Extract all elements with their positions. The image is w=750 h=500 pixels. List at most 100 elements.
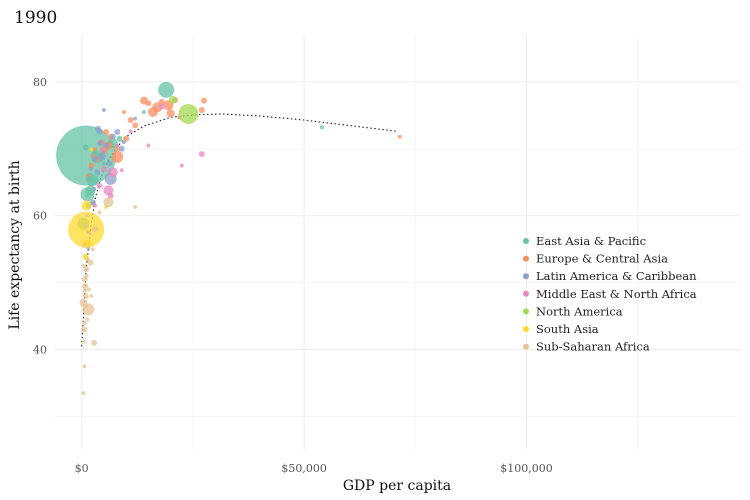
y-axis-ticks: 40 60 80 xyxy=(33,76,47,357)
data-point xyxy=(158,103,165,110)
data-point xyxy=(101,161,106,166)
legend-label: Europe & Central Asia xyxy=(536,252,668,266)
legend: East Asia & Pacific Europe & Central Asia… xyxy=(523,234,697,354)
x-tick-label: $0 xyxy=(75,462,89,475)
data-point xyxy=(85,193,90,198)
data-point xyxy=(100,165,107,172)
data-point xyxy=(106,160,113,167)
data-point xyxy=(82,320,87,325)
y-tick-label: 60 xyxy=(33,210,47,223)
data-point xyxy=(93,146,98,151)
data-point xyxy=(81,391,86,396)
data-point xyxy=(92,186,97,191)
data-point xyxy=(97,140,104,147)
data-point xyxy=(82,364,87,369)
legend-label: East Asia & Pacific xyxy=(536,234,646,248)
data-point xyxy=(132,122,139,129)
legend-swatch xyxy=(523,273,529,280)
data-point xyxy=(111,150,124,163)
data-point xyxy=(94,169,101,176)
data-point xyxy=(146,143,151,148)
data-point xyxy=(141,109,146,114)
legend-swatch xyxy=(523,326,529,332)
legend-label: Middle East & North Africa xyxy=(536,287,697,301)
legend-swatch xyxy=(523,343,529,350)
legend-swatch xyxy=(523,255,529,262)
data-point xyxy=(83,304,88,309)
data-point xyxy=(89,147,94,152)
data-point xyxy=(198,151,205,158)
data-point xyxy=(97,210,102,215)
data-point xyxy=(87,259,94,266)
data-point xyxy=(86,173,91,178)
data-point xyxy=(92,226,99,233)
x-axis-title: GDP per capita xyxy=(343,478,451,494)
data-point xyxy=(107,192,114,199)
y-tick-label: 40 xyxy=(33,344,47,357)
data-point xyxy=(83,253,88,258)
x-tick-label: $100,000 xyxy=(500,462,553,475)
data-point xyxy=(86,287,91,292)
x-axis-ticks: $0 $50,000 $100,000 xyxy=(75,462,553,475)
data-point xyxy=(145,100,152,107)
data-point xyxy=(82,283,89,290)
data-point xyxy=(103,129,110,136)
data-point xyxy=(133,205,138,210)
legend-swatch xyxy=(523,308,529,315)
data-point xyxy=(397,134,402,139)
data-point xyxy=(168,95,177,104)
data-point xyxy=(81,200,92,211)
data-point xyxy=(109,133,116,140)
data-point xyxy=(87,230,92,235)
y-axis-title: Life expectancy at birth xyxy=(7,160,23,329)
data-point xyxy=(114,129,121,136)
data-point xyxy=(85,257,90,262)
legend-label: South Asia xyxy=(536,322,599,336)
data-point xyxy=(103,142,110,149)
legend-label: Latin America & Caribbean xyxy=(536,269,697,283)
data-point xyxy=(179,163,184,168)
data-point xyxy=(99,148,104,153)
data-point xyxy=(91,339,98,346)
data-point xyxy=(85,213,90,218)
data-point xyxy=(81,263,86,268)
data-point xyxy=(118,145,125,152)
x-tick-label: $50,000 xyxy=(281,462,327,475)
data-point xyxy=(89,294,94,299)
data-point xyxy=(127,117,134,124)
data-point xyxy=(319,125,324,130)
data-point xyxy=(90,247,95,252)
data-point xyxy=(101,107,106,112)
data-point xyxy=(121,140,126,145)
data-point xyxy=(82,243,87,248)
data-point xyxy=(121,109,126,114)
data-point xyxy=(158,81,175,98)
data-point xyxy=(107,167,118,178)
data-point xyxy=(92,155,99,162)
data-points xyxy=(56,81,402,396)
data-point xyxy=(84,273,89,278)
y-tick-label: 80 xyxy=(33,76,47,89)
data-point xyxy=(88,166,93,171)
data-point xyxy=(82,293,89,300)
data-point xyxy=(178,103,199,124)
data-point xyxy=(95,125,102,132)
legend-swatch xyxy=(523,290,529,297)
data-point xyxy=(97,152,106,161)
data-point xyxy=(201,97,208,104)
data-point xyxy=(158,98,165,105)
data-point xyxy=(68,211,105,248)
data-point xyxy=(82,144,89,151)
data-point xyxy=(166,109,175,118)
data-point xyxy=(83,223,88,228)
data-point xyxy=(96,182,103,189)
data-point xyxy=(103,197,114,208)
data-point xyxy=(81,326,88,333)
legend-label: Sub-Saharan Africa xyxy=(536,340,650,354)
data-point xyxy=(133,116,138,121)
data-point xyxy=(147,106,158,117)
legend-swatch xyxy=(523,238,529,244)
data-point xyxy=(116,135,123,142)
data-point xyxy=(82,240,87,245)
data-point xyxy=(114,145,121,152)
